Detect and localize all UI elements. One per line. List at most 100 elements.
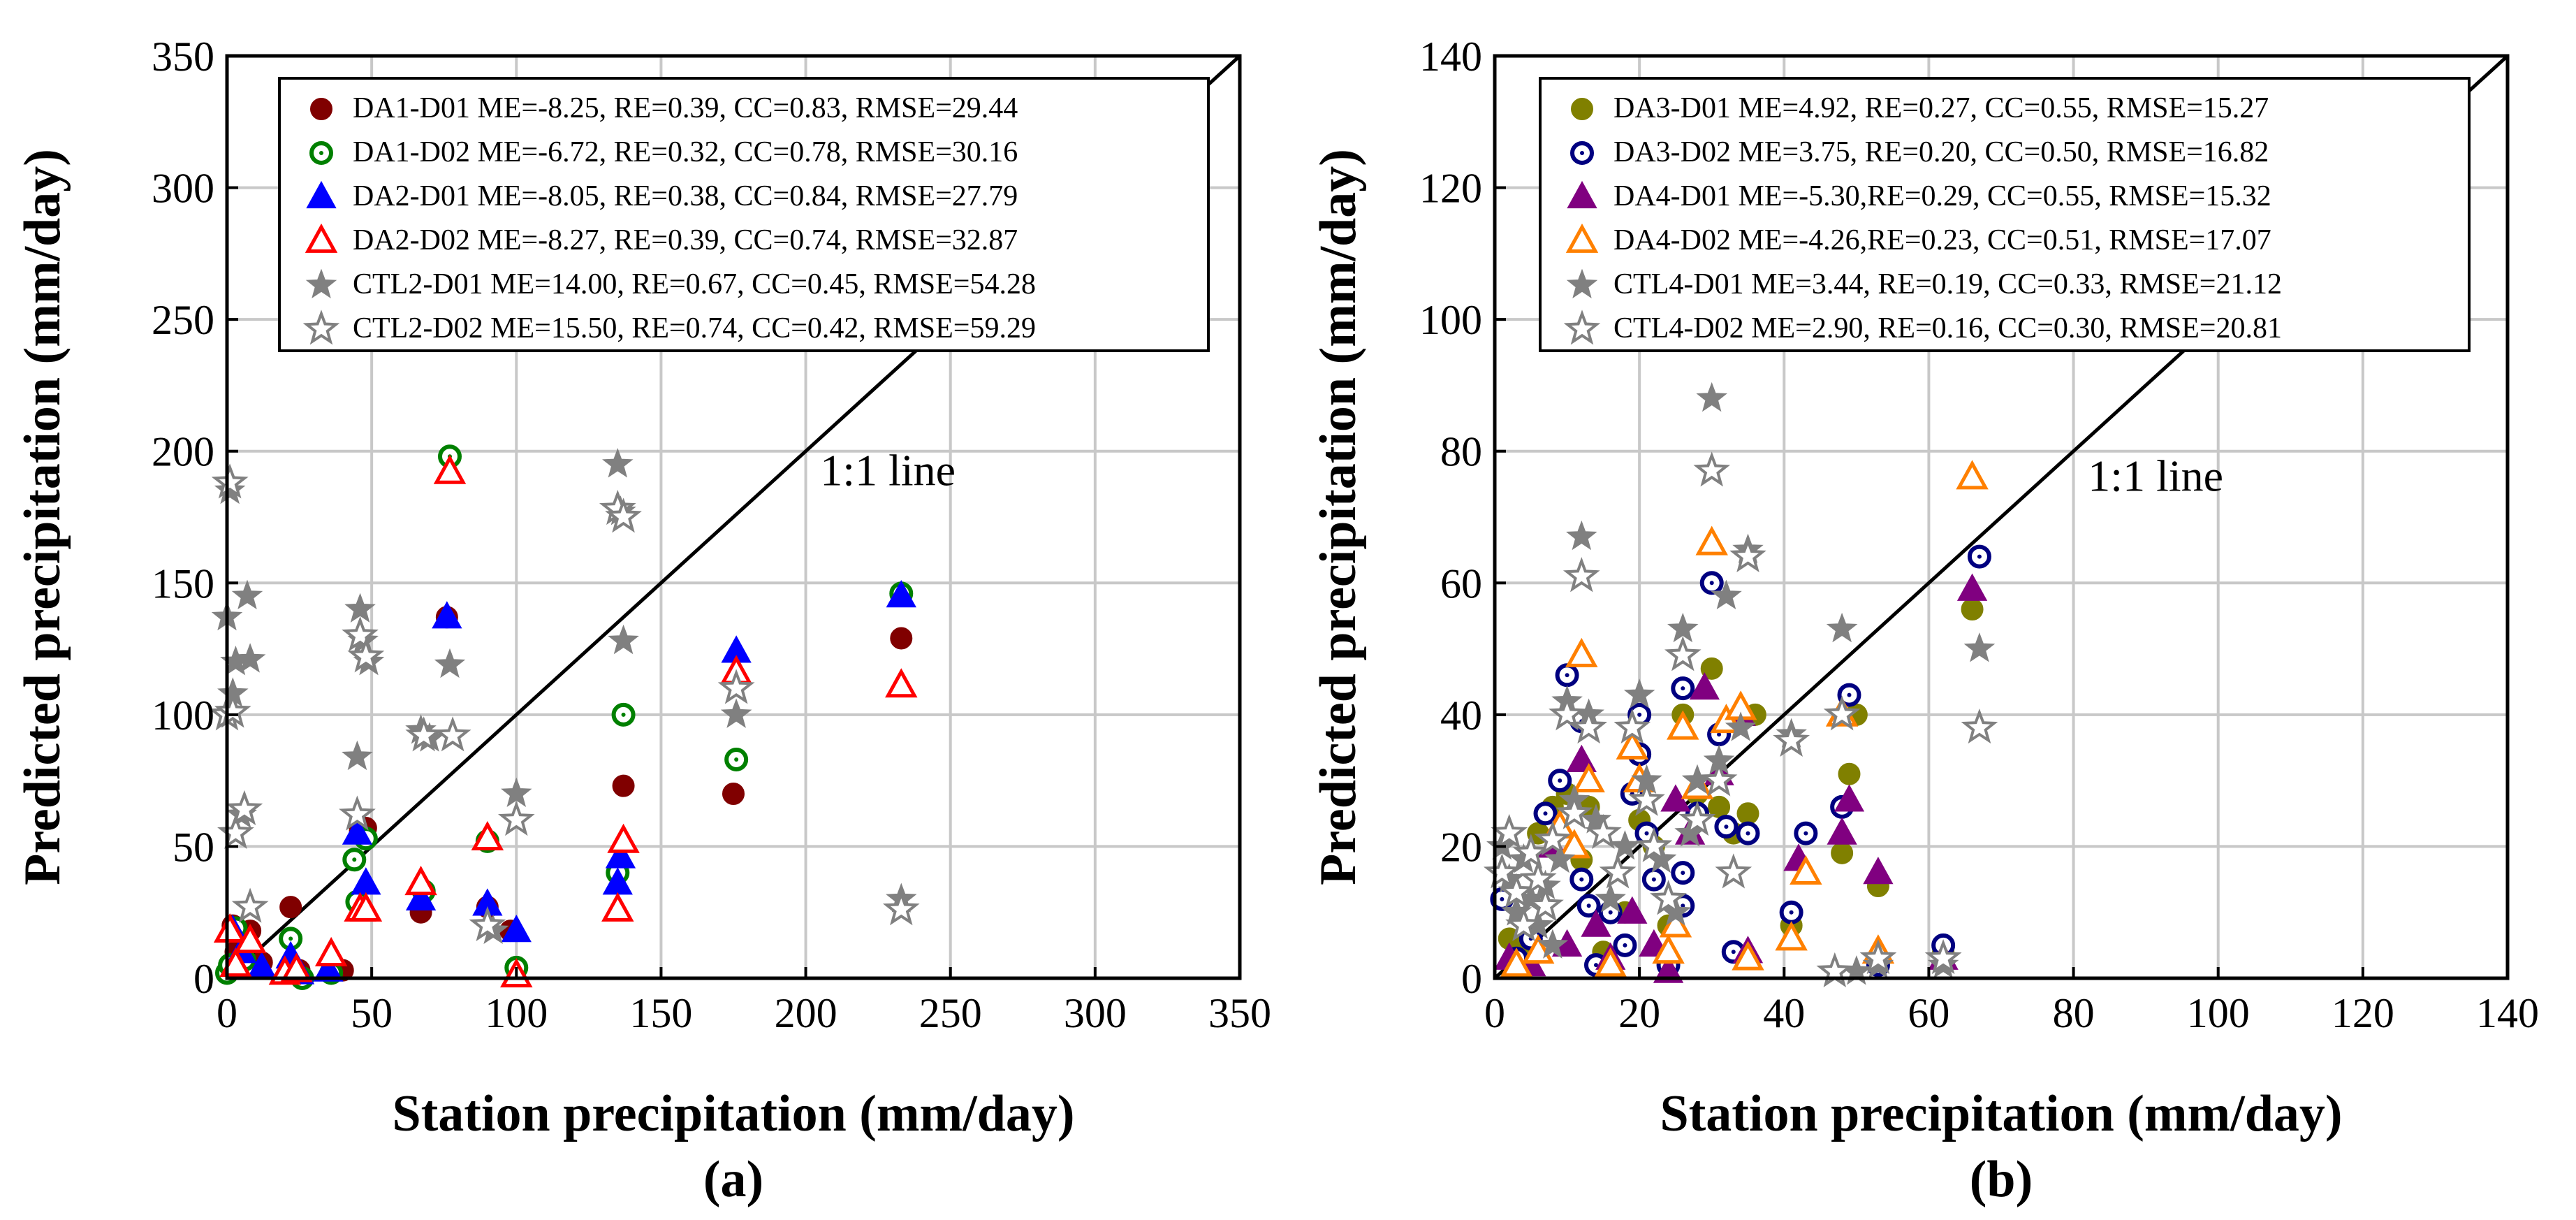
legend-text-b-5: CTL4-D02 ME=2.90, RE=0.16, CC=0.30, RMSE… [1613, 312, 2282, 344]
point-a-5-11 [469, 906, 506, 942]
point-a-1-7-dot [352, 857, 357, 862]
point-b-5-26 [1823, 695, 1861, 731]
point-b-4-33 [1963, 632, 1996, 662]
axes-frame-b [1493, 54, 2510, 980]
point-a-3-10 [471, 820, 504, 851]
legend-text-b-2: DA4-D01 ME=-5.30,RE=0.29, CC=0.55, RMSE=… [1613, 180, 2271, 212]
x-tick-label-b-2: 40 [1763, 990, 1805, 1036]
point-b-1-9-dot [1594, 963, 1598, 968]
point-a-1-15-dot [621, 712, 626, 717]
point-b-2-18 [1834, 784, 1865, 812]
legend-box-a [278, 77, 1210, 352]
point-b-5-28 [1924, 939, 1962, 975]
point-b-4-8 [1544, 843, 1576, 873]
point-b-4-7 [1537, 929, 1569, 959]
legend-marker-a-3 [305, 223, 338, 253]
x-tick-label-b-4: 80 [2053, 990, 2095, 1036]
point-b-4-29 [1826, 612, 1858, 643]
legend-text-b-3: DA4-D02 ME=-4.26,RE=0.23, CC=0.51, RMSE=… [1613, 224, 2271, 256]
x-tick-label-a-0: 0 [217, 990, 237, 1036]
point-b-2-21 [1956, 573, 1988, 601]
point-a-0-15 [890, 627, 913, 650]
point-b-1-10-dot [1608, 910, 1613, 915]
point-b-5-20 [1693, 451, 1730, 487]
point-a-3-0 [213, 913, 247, 943]
point-b-1-26-dot [1746, 831, 1750, 836]
point-b-5-23 [1729, 537, 1766, 573]
legend-b: DA3-D01 ME=4.92, RE=0.27, CC=0.55, RMSE=… [1539, 77, 2471, 352]
panel-label-b: (b) [1970, 1151, 2033, 1208]
point-b-5-9 [1556, 794, 1593, 829]
legend-a: DA1-D01 ME=-8.25, RE=0.39, CC=0.83, RMSE… [278, 77, 1210, 352]
panel-b: 0 20 40 60 80 100 120 140 0 20 40 60 80 100 120 140 1:1… [1310, 34, 2539, 1208]
axes-frame-a [225, 54, 1242, 980]
y-tick-label-b-6: 120 [1419, 166, 1482, 212]
point-a-4-20 [720, 698, 752, 728]
point-a-5-1 [211, 463, 249, 499]
point-a-1-4-dot [288, 936, 293, 941]
point-a-2-13 [605, 841, 636, 869]
legend-text-b-0: DA3-D01 ME=4.92, RE=0.27, CC=0.55, RMSE=… [1613, 92, 2269, 124]
ticks-b: 0 20 40 60 80 100 120 140 0 20 40 60 80 100 120 140 [1419, 34, 2539, 1036]
point-b-3-6 [1594, 947, 1627, 978]
point-a-4-9 [344, 593, 376, 623]
point-b-5-15 [1628, 780, 1665, 816]
point-b-2-9 [1653, 955, 1684, 983]
x-tick-label-a-6: 300 [1064, 990, 1127, 1036]
x-tick-label-a-3: 150 [629, 990, 692, 1036]
point-b-3-4 [1565, 637, 1598, 667]
point-b-5-24 [1773, 721, 1810, 757]
point-b-1-13-dot [1637, 712, 1642, 717]
point-a-4-17 [602, 448, 634, 478]
point-a-1-16-dot [734, 757, 739, 762]
point-b-1-27-dot [1789, 910, 1794, 915]
point-b-0-22 [1838, 762, 1861, 785]
point-a-3-2 [233, 924, 267, 954]
legend-markers-b [1563, 98, 1601, 345]
point-a-5-5 [231, 887, 269, 923]
point-b-2-17 [1827, 817, 1857, 845]
legend-marker-b-2 [1567, 180, 1597, 209]
point-b-1-7-dot [1579, 877, 1584, 882]
point-b-5-14 [1613, 708, 1651, 744]
point-b-0-14 [1700, 657, 1723, 680]
point-a-3-5 [314, 936, 348, 966]
point-b-1-20-dot [1681, 871, 1685, 876]
x-tick-label-a-4: 200 [775, 990, 837, 1036]
legend-text-b-1: DA3-D02 ME=3.75, RE=0.20, CC=0.50, RMSE=… [1613, 136, 2269, 168]
point-b-0-17 [1736, 802, 1759, 825]
point-a-3-15 [885, 668, 918, 698]
point-b-4-14 [1595, 883, 1626, 913]
x-tick-label-a-5: 250 [919, 990, 982, 1036]
point-b-5-1 [1491, 813, 1528, 850]
x-tick-label-a-1: 50 [351, 990, 393, 1036]
point-a-5-9 [405, 716, 443, 752]
point-b-5-29 [1961, 709, 1998, 744]
point-b-1-0-dot [1500, 896, 1505, 901]
point-b-5-17 [1650, 880, 1687, 915]
x-tick-label-a-2: 100 [485, 990, 548, 1036]
point-b-4-13 [1580, 804, 1612, 834]
point-b-1-8-dot [1586, 903, 1591, 908]
point-a-2-5 [313, 954, 344, 982]
point-a-4-7 [234, 643, 266, 673]
point-b-3-18 [1790, 855, 1822, 885]
y-tick-label-a-2: 100 [152, 692, 214, 739]
point-a-5-4 [226, 790, 263, 826]
ticks-a: 0 50 100 150 200 250 300 350 0 50 100 150 200 250 300 3… [152, 34, 1271, 1036]
point-b-2-19 [1863, 857, 1894, 885]
point-a-0-4 [279, 896, 302, 919]
point-b-3-5 [1572, 762, 1605, 793]
point-b-3-21 [1956, 460, 1989, 490]
panel-label-a: (a) [703, 1151, 763, 1208]
y-axis-label-a: Predicted precipitation (mm/day) [14, 149, 71, 885]
point-b-4-15 [1609, 829, 1641, 860]
y-tick-label-a-1: 50 [173, 824, 214, 870]
point-a-5-15 [717, 669, 755, 704]
point-a-5-8 [347, 637, 385, 673]
point-b-2-5 [1581, 909, 1611, 937]
point-b-5-19 [1678, 800, 1716, 836]
point-b-3-7 [1616, 729, 1649, 760]
point-a-5-12 [498, 800, 535, 836]
point-b-1-4-dot [1558, 778, 1563, 783]
